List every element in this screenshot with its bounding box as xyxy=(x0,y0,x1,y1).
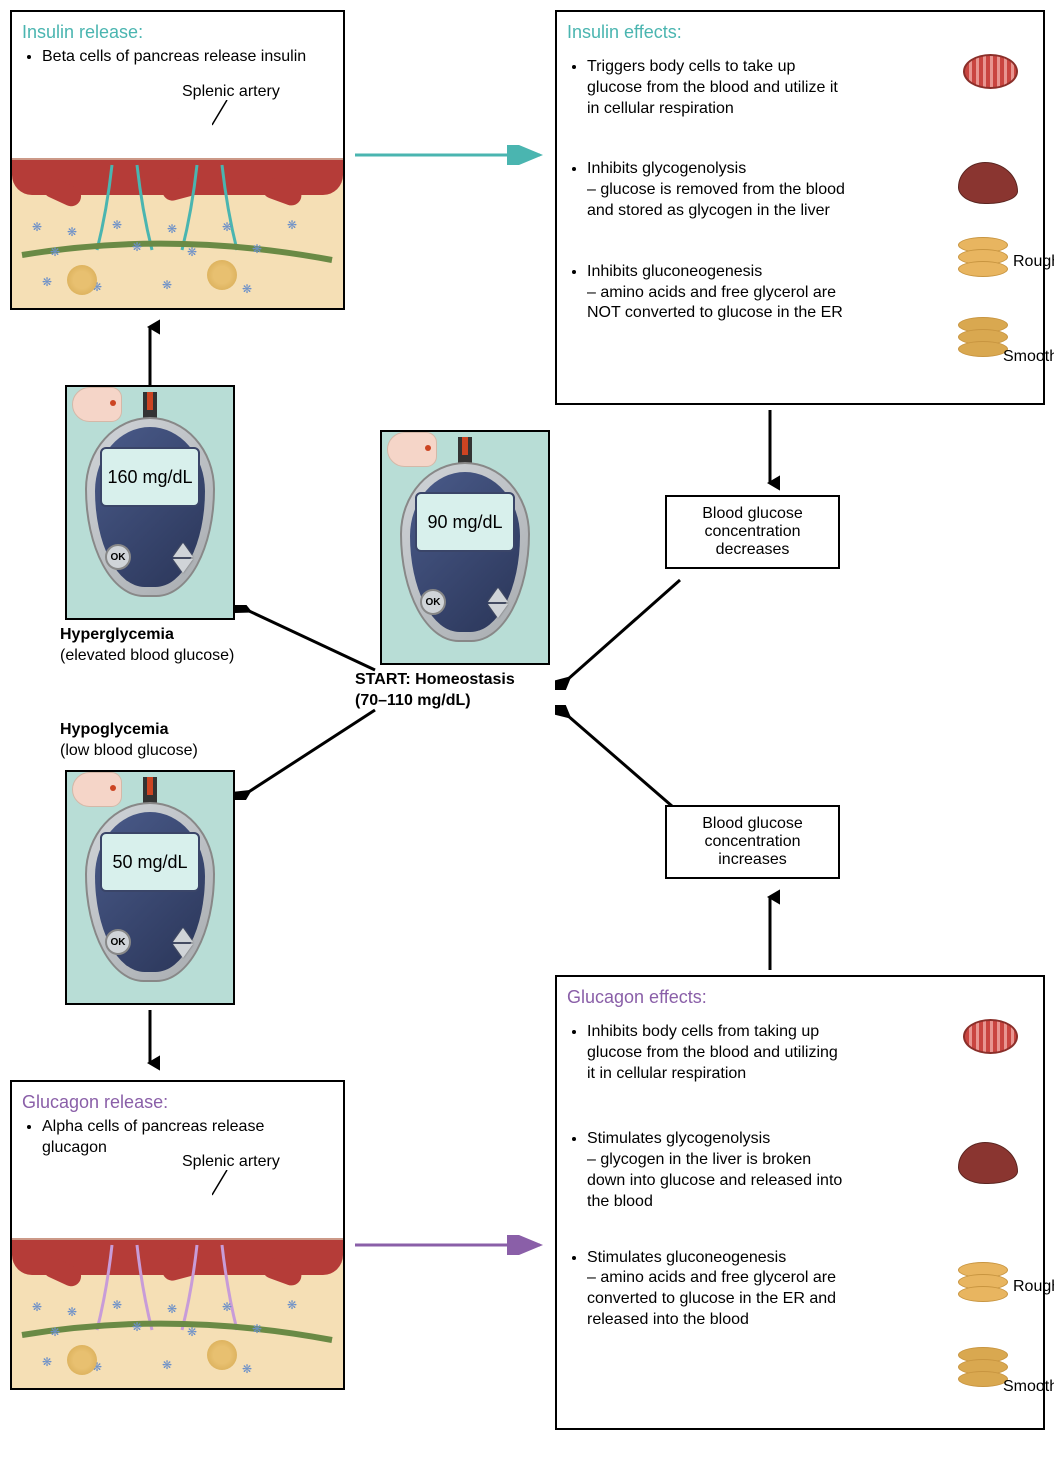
increases-box: Blood glucose concentration increases xyxy=(665,805,840,879)
rough-er-label-2: Rough ER xyxy=(1013,1277,1054,1298)
homeo-meter-panel: 90 mg/dL OK xyxy=(380,430,550,665)
smooth-er-label-2: Smooth ER xyxy=(1003,1377,1054,1398)
insulin-effects-box: Insulin effects: Triggers body cells to … xyxy=(555,10,1045,405)
glucagon-effect-1: Inhibits body cells from taking up gluco… xyxy=(587,1022,847,1084)
glucometer: 90 mg/dL OK xyxy=(400,462,530,642)
rough-er-icon xyxy=(958,237,1008,277)
insulin-release-bullet: Beta cells of pancreas release insulin xyxy=(42,47,333,68)
arrow-decreases-to-homeo xyxy=(555,575,695,690)
decreases-box: Blood glucose concentration decreases xyxy=(665,495,840,569)
arrow-buttons xyxy=(173,543,193,573)
smooth-er-icon xyxy=(958,1347,1008,1387)
smooth-er-icon xyxy=(958,317,1008,357)
arrow-down-2 xyxy=(140,1010,160,1075)
ok-button: OK xyxy=(105,929,131,955)
insulin-effect-2: Inhibits glycogenolysis glucose is remov… xyxy=(587,159,847,221)
insulin-effect-1: Triggers body cells to take up glucose f… xyxy=(587,57,847,119)
arrow-increases-to-homeo xyxy=(555,705,695,820)
mitochondria-icon xyxy=(963,54,1018,89)
pancreas-tissue: ❋❋ ❋❋ ❋❋ ❋❋ ❋❋ ❋❋ ❋❋ xyxy=(12,158,343,308)
arrow-homeo-to-hyper xyxy=(235,605,380,675)
insulin-release-box: Insulin release: Beta cells of pancreas … xyxy=(10,10,345,310)
glucagon-release-title: Glucagon release: xyxy=(22,1092,333,1113)
glucagon-effect-3: Stimulates gluconeogenesis amino acids a… xyxy=(587,1248,847,1331)
arrow-up-1 xyxy=(140,315,160,385)
finger-icon xyxy=(387,432,437,467)
insulin-effects-title: Insulin effects: xyxy=(567,22,1033,43)
hypo-meter-panel: 50 mg/dL OK xyxy=(65,770,235,1005)
smooth-er-label: Smooth ER xyxy=(1003,347,1054,368)
mitochondria-icon xyxy=(963,1019,1018,1054)
ok-button: OK xyxy=(420,589,446,615)
insulin-effect-3: Inhibits gluconeogenesis amino acids and… xyxy=(587,262,847,324)
meter-screen: 50 mg/dL xyxy=(100,832,200,892)
glucagon-release-box: Glucagon release: Alpha cells of pancrea… xyxy=(10,1080,345,1390)
arrow-down-1 xyxy=(760,410,780,495)
finger-icon xyxy=(72,772,122,807)
glucometer: 160 mg/dL OK xyxy=(85,417,215,597)
finger-icon xyxy=(72,387,122,422)
arrow-homeo-to-hypo xyxy=(235,705,380,800)
meter-screen: 160 mg/dL xyxy=(100,447,200,507)
arrow-up-2 xyxy=(760,885,780,970)
hyper-label: Hyperglycemia (elevated blood glucose) xyxy=(60,625,234,667)
hypo-label: Hypoglycemia (low blood glucose) xyxy=(60,720,198,762)
glucagon-effects-title: Glucagon effects: xyxy=(567,987,1033,1008)
ok-button: OK xyxy=(105,544,131,570)
insulin-release-list: Beta cells of pancreas release insulin xyxy=(22,47,333,68)
pancreas-tissue-2: ❋❋ ❋❋ ❋❋ ❋❋ ❋❋ ❋❋ ❋❋ xyxy=(12,1238,343,1388)
rough-er-label: Rough ER xyxy=(1013,252,1054,273)
glucagon-effects-box: Glucagon effects: Inhibits body cells fr… xyxy=(555,975,1045,1430)
purple-arrow xyxy=(355,1235,550,1255)
arrow-buttons xyxy=(488,588,508,618)
glucometer: 50 mg/dL OK xyxy=(85,802,215,982)
insulin-release-title: Insulin release: xyxy=(22,22,333,43)
meter-screen: 90 mg/dL xyxy=(415,492,515,552)
rough-er-icon xyxy=(958,1262,1008,1302)
arrow-buttons xyxy=(173,928,193,958)
glucagon-release-list: Alpha cells of pancreas release glucagon xyxy=(22,1117,333,1159)
hyper-meter-panel: 160 mg/dL OK xyxy=(65,385,235,620)
teal-arrow xyxy=(355,145,550,165)
glucagon-effect-2: Stimulates glycogenolysis glycogen in th… xyxy=(587,1129,847,1212)
